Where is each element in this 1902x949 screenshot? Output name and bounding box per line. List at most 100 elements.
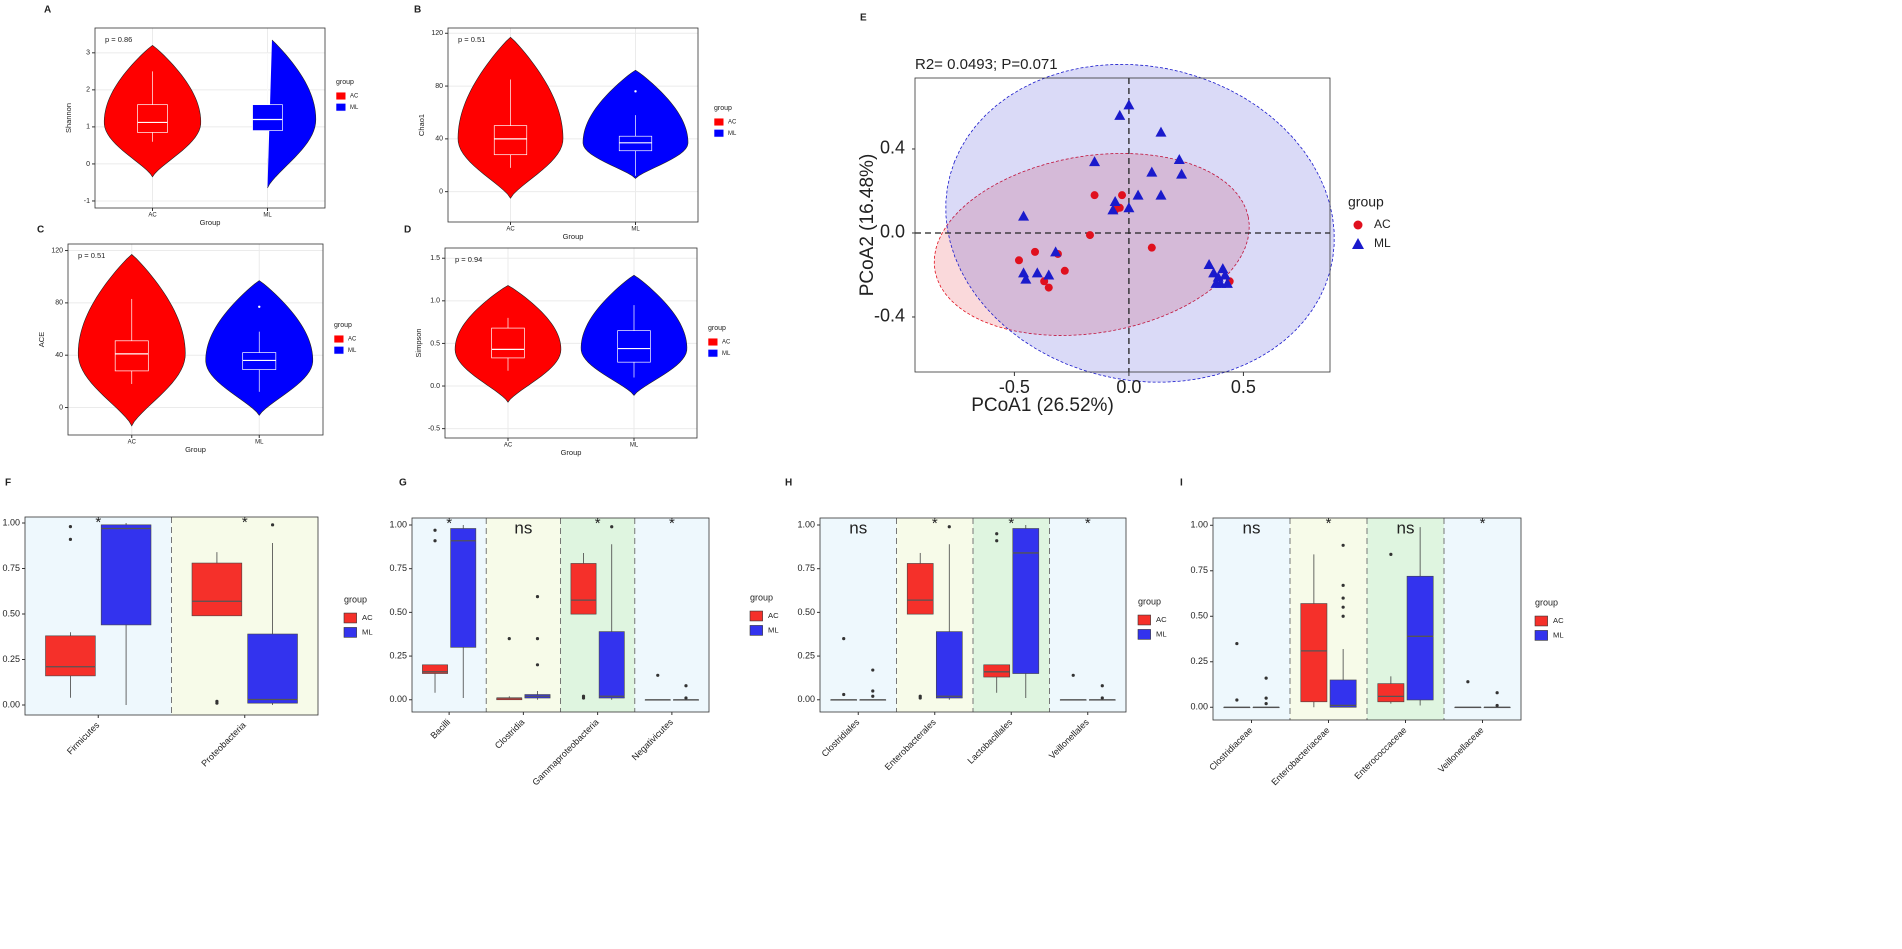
outlier (535, 636, 540, 641)
x-tick-label: Clostridia (493, 717, 527, 751)
panel-violin: D -0.5 0.0 0.5 1.0 1.5 group AC ML p = 0.94 AC ML Gr… (404, 225, 731, 457)
outlier (995, 539, 999, 543)
y-tick-label: 0.00 (797, 694, 815, 704)
y-tick-label: 0.0 (880, 222, 905, 242)
point (1014, 256, 1023, 265)
outlier (68, 537, 73, 541)
legend-swatch (707, 349, 719, 358)
x-tick-label: Proteobacteria (199, 720, 247, 768)
legend-title: group (1348, 194, 1384, 210)
outlier (1235, 641, 1239, 646)
legend-label: AC (1156, 615, 1167, 624)
y-axis-label: ACE (37, 332, 46, 347)
x-tick-label: Enterobacterales (883, 717, 939, 773)
y-tick-label: 0.75 (797, 563, 815, 573)
annotation: p = 0.51 (78, 251, 105, 260)
legend-title: group (334, 322, 352, 329)
point (1132, 189, 1144, 200)
point (1090, 191, 1099, 200)
panel-scatter: E -0.4 0.0 0.4 group AC ML -0.5 0.0 0.5 R2= 0.0493… (857, 13, 1391, 416)
outlier (581, 694, 586, 698)
outlier (1341, 596, 1345, 600)
panel-label: G (399, 478, 407, 489)
annotation: p = 0.51 (458, 35, 485, 44)
significance: ns (1397, 518, 1415, 537)
outlier (947, 525, 951, 529)
legend-swatch (713, 129, 725, 138)
y-tick-label: 0.5 (430, 340, 440, 347)
plot-border (411, 517, 710, 713)
x-tick-label: ML (631, 227, 640, 233)
point (1031, 267, 1043, 278)
outlier (1495, 703, 1499, 708)
point (1050, 246, 1062, 257)
annotation: p = 0.86 (105, 35, 132, 44)
legend-swatch (333, 334, 345, 344)
box (242, 352, 277, 370)
y-tick-label: -0.5 (428, 425, 440, 432)
legend-label: ML (728, 131, 737, 137)
box (1377, 683, 1405, 703)
legend-title: group (344, 594, 367, 604)
x-tick-label: Enterococcaceae (1352, 725, 1408, 781)
significance: * (1480, 515, 1486, 532)
significance: * (1326, 515, 1332, 532)
legend-swatch (749, 610, 763, 622)
plot-border (67, 243, 324, 436)
x-tick-label: Veillonellales (1047, 717, 1091, 761)
y-tick-label: 0.0 (430, 383, 440, 390)
outlier (1466, 680, 1470, 684)
y-tick-label: 80 (435, 83, 443, 90)
point (1210, 277, 1222, 288)
panel-label: H (785, 478, 792, 489)
y-tick-label: 0.25 (389, 650, 407, 660)
x-tick-label: 0.0 (1116, 377, 1141, 397)
point (1114, 109, 1126, 120)
y-tick-label: 0.25 (1190, 656, 1208, 666)
x-tick-label: ML (630, 443, 639, 449)
outlier (1264, 696, 1268, 700)
legend-swatch (749, 625, 763, 636)
x-tick-label: Negativicutes (630, 717, 676, 763)
plot-border (914, 77, 1331, 373)
y-tick-label: 0.00 (2, 699, 20, 709)
x-tick-label: AC (504, 443, 513, 449)
y-tick-label: 80 (55, 300, 63, 307)
legend-title: group (336, 79, 354, 86)
panel-label: C (37, 225, 44, 236)
outlier (1100, 684, 1104, 688)
plot-border (447, 27, 699, 223)
y-axis-label: Simpson (414, 328, 423, 357)
panel-label: I (1180, 478, 1183, 489)
y-tick-label: 1.5 (430, 255, 440, 262)
legend-label: ML (722, 351, 731, 357)
box (570, 563, 597, 615)
outlier (610, 525, 614, 529)
point (1123, 99, 1135, 110)
legend-label: ML (348, 348, 357, 354)
box (191, 562, 243, 617)
point (1089, 156, 1101, 167)
legend-label: ML (350, 105, 359, 111)
legend-title: group (750, 592, 773, 602)
category-band (1049, 518, 1126, 712)
box (1300, 603, 1328, 703)
outlier (1235, 698, 1239, 702)
outlier (871, 689, 875, 693)
legend-title: group (1138, 596, 1161, 606)
outlier (1341, 614, 1345, 618)
x-tick-label: Lactobacillales (966, 717, 1015, 766)
point (1107, 204, 1119, 215)
x-tick-label: -0.5 (999, 377, 1030, 397)
panel-box: F 0.00 0.25 0.50 0.75 1.00 group AC ML Firmicutes… (2, 478, 373, 769)
point (1147, 243, 1156, 252)
legend-label: AC (1553, 616, 1564, 625)
x-axis-label: Group (563, 232, 584, 241)
box (100, 524, 152, 626)
box (617, 330, 651, 363)
plot-border (444, 247, 698, 439)
point (1060, 266, 1069, 275)
point (1176, 168, 1188, 179)
point (1155, 126, 1167, 137)
x-tick-label: ML (255, 440, 264, 446)
